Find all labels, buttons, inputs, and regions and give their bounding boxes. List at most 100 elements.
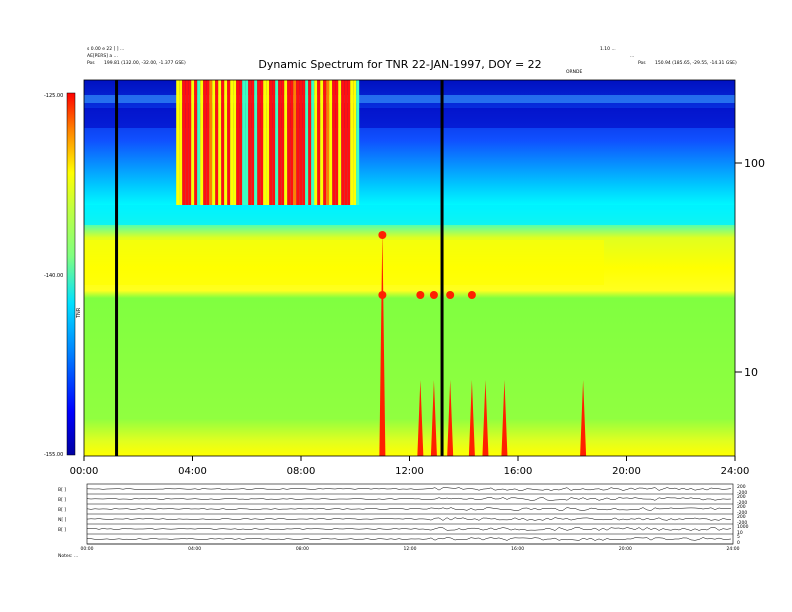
colorbar-tick-mid: -140.00: [44, 273, 64, 279]
chart-title: Dynamic Spectrum for TNR 22-JAN-1997, DO…: [258, 58, 542, 71]
pos-right-value: 150.94 (185.65, -29.55, -14.31 GSE): [655, 61, 737, 66]
bottom-scale-bottom: -200: [737, 510, 747, 516]
hot-streak: [200, 80, 204, 205]
x-tick-label: 00:00: [70, 466, 99, 477]
hot-streak: [176, 80, 180, 205]
hot-streak: [251, 80, 255, 205]
hot-streak: [272, 80, 276, 205]
hot-streak: [212, 80, 216, 205]
hot-streak: [317, 80, 321, 205]
hot-streak: [329, 80, 333, 205]
bottom-row-label: B[ ]: [58, 487, 66, 493]
bottom-trace: [86, 517, 732, 521]
hot-streak: [179, 80, 183, 205]
hot-streak: [269, 80, 273, 205]
hot-streak: [353, 80, 357, 205]
bottom-scale-top: 5: [737, 534, 740, 540]
burst-blob: [467, 291, 476, 299]
header-right-line2: ...: [630, 54, 635, 59]
x-axis-ticks: 00:00 04:00 08:00 12:00 16:00 20:00 24:00: [70, 456, 749, 477]
bottom-x-tick-label: 00:00: [81, 546, 94, 552]
hot-streak: [209, 80, 213, 205]
hot-streak: [344, 80, 348, 205]
hot-streak: [185, 80, 189, 205]
bottom-trace: [86, 497, 732, 501]
bottom-x-tick-label: 12:00: [404, 546, 417, 552]
x-tick-label: 08:00: [287, 466, 316, 477]
hot-streak: [350, 80, 354, 205]
hot-streak: [293, 80, 297, 205]
hot-streak: [248, 80, 252, 205]
bottom-scale-bottom: 10: [737, 530, 743, 536]
burst-mark: [447, 380, 454, 456]
bottom-x-tick-label: 04:00: [188, 546, 201, 552]
x-tick-label: 12:00: [395, 466, 424, 477]
hot-streak: [311, 80, 315, 205]
hot-streak: [218, 80, 222, 205]
hot-streak: [281, 80, 285, 205]
hot-streak: [230, 80, 234, 205]
hot-streak: [227, 80, 231, 205]
y-tick-label-10: 10: [744, 366, 758, 379]
bottom-scale-bottom: -200: [737, 490, 747, 496]
hot-streak: [314, 80, 318, 205]
bottom-trace: [86, 507, 732, 511]
hot-streak: [194, 80, 198, 205]
hot-streak: [308, 80, 312, 205]
hot-streak: [290, 80, 294, 205]
bottom-x-tick-label: 20:00: [619, 546, 632, 552]
pos-left-label: Pos: [87, 61, 95, 66]
burst-blob: [378, 291, 387, 299]
hot-streak: [191, 80, 195, 205]
bottom-trace: [86, 537, 732, 541]
bottom-x-tick-label: 16:00: [511, 546, 524, 552]
hot-streak: [215, 80, 219, 205]
hot-streak: [203, 80, 207, 205]
bottom-x-tick-label: 24:00: [727, 546, 740, 552]
hot-streak: [338, 80, 342, 205]
marker-group: [115, 80, 444, 456]
burst-mark: [482, 380, 489, 456]
yellow-band: [84, 240, 604, 285]
header-left-line2: AE[PERS] a ...: [87, 54, 118, 59]
bottom-scale-top: 200: [737, 484, 746, 490]
burst-mark: [417, 380, 424, 456]
bottom-row-label: N[ ]: [58, 517, 67, 523]
upper-blue-band: [84, 95, 735, 103]
hot-streak: [335, 80, 339, 205]
burst-mark: [430, 380, 437, 456]
burst-group: [378, 230, 587, 456]
hot-streak: [278, 80, 282, 205]
hot-streak: [341, 80, 345, 205]
burst-mark: [468, 380, 475, 456]
colorbar: [66, 92, 76, 456]
bottom-x-tick-label: 08:00: [296, 546, 309, 552]
bottom-scale-top: 200: [737, 514, 746, 520]
burst-blob: [446, 291, 455, 299]
colorbar-tick-top: -125.00: [44, 93, 64, 99]
y-tick-label-100: 100: [744, 157, 765, 170]
burst-mark: [580, 380, 587, 456]
bottom-scale-bottom: -200: [737, 500, 747, 506]
hot-streak: [206, 80, 210, 205]
hot-streak: [197, 80, 201, 205]
burst-mark: [501, 380, 508, 456]
bottom-scale-bottom: -200: [737, 520, 747, 526]
hot-streak: [266, 80, 270, 205]
header-right-line1: 1.10 ...: [600, 47, 616, 52]
bottom-row-label: B[ ]: [58, 497, 66, 503]
burst-blob: [429, 291, 438, 299]
burst-blob: [416, 291, 425, 299]
x-tick-label: 16:00: [504, 466, 533, 477]
hot-streak: [263, 80, 267, 205]
cyan-band: [84, 205, 735, 225]
bottom-scale-top: 1000: [737, 524, 749, 530]
hot-streak: [242, 80, 246, 205]
hot-streak: [287, 80, 291, 205]
pos-left-value: 199.81 (132.00, -32.00, -1.377 GSE): [104, 61, 186, 66]
hot-streak: [188, 80, 192, 205]
high-intensity-region: [176, 80, 360, 205]
burst-mark: [379, 230, 386, 456]
